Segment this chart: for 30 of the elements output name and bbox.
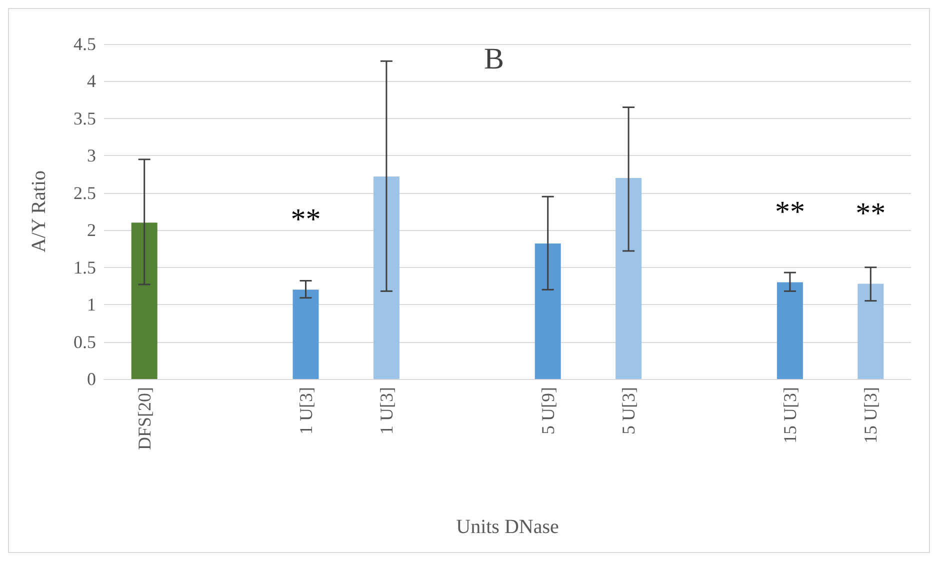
data-label: ** xyxy=(856,197,886,230)
x-tick-label: 5 U[3] xyxy=(618,387,639,434)
x-tick-label: 5 U[9] xyxy=(538,387,558,434)
y-tick-label: 2 xyxy=(87,220,96,240)
y-tick-label: 4 xyxy=(87,71,96,92)
y-tick-label: 0 xyxy=(87,369,96,389)
x-axis-title: Units DNase xyxy=(456,516,560,538)
x-tick-label: 15 U[3] xyxy=(860,387,881,444)
y-tick-label: 2.5 xyxy=(74,182,96,203)
y-tick-label: 3.5 xyxy=(74,108,96,128)
x-tick-label: 15 U[3] xyxy=(780,387,800,444)
y-axis-title: A/Y Ratio xyxy=(28,170,50,253)
x-tick-label: 1 U[3] xyxy=(296,387,316,434)
bar xyxy=(292,290,319,379)
bar xyxy=(776,282,803,379)
y-tick-label: 1 xyxy=(87,294,96,315)
bar xyxy=(616,178,642,379)
x-tick-label: 1 U[3] xyxy=(376,387,396,434)
y-tick-label: 1.5 xyxy=(74,257,96,278)
y-tick-label: 4.5 xyxy=(74,34,96,54)
bar xyxy=(858,284,884,379)
data-label: ** xyxy=(290,203,321,236)
bar xyxy=(373,176,400,379)
bar xyxy=(131,222,158,379)
y-tick-label: 0.5 xyxy=(74,332,96,352)
y-tick-label: 3 xyxy=(87,146,96,166)
bar xyxy=(534,244,561,379)
x-tick-label: DFS[20] xyxy=(134,387,154,450)
data-label: ** xyxy=(774,196,805,229)
chart-title: B xyxy=(484,42,504,76)
